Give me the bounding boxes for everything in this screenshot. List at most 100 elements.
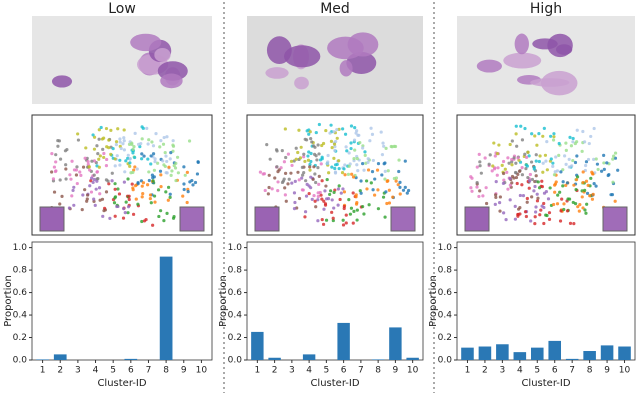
embedding-dot — [516, 172, 520, 177]
bar — [159, 256, 173, 360]
embedding-dot — [104, 126, 109, 131]
embedding-dot — [114, 140, 119, 144]
embedding-dot — [92, 197, 96, 201]
embedding-dot — [602, 153, 606, 157]
embedding-dot — [130, 142, 134, 147]
embedding-dot — [101, 214, 105, 218]
embedding-dot — [258, 170, 262, 174]
embedding-dot — [545, 140, 549, 144]
embedding-dot — [163, 151, 167, 155]
y-axis-label: Proportion — [428, 275, 439, 327]
embedding-dot — [320, 143, 324, 148]
embedding-dot — [133, 155, 137, 160]
embedding-dot — [508, 142, 512, 147]
embedding-dot — [349, 124, 354, 128]
embedding-dot — [157, 214, 161, 219]
embedding-dot — [548, 186, 552, 190]
embedding-dot — [81, 193, 85, 197]
embedding-dot — [164, 171, 168, 175]
embedding-dot — [313, 172, 317, 176]
embedding-dot — [612, 154, 616, 158]
embedding-dot — [304, 194, 309, 198]
embedding-dot — [121, 142, 125, 146]
embedding-dot — [122, 128, 126, 132]
embedding-dot — [107, 138, 111, 142]
embedding-dot — [280, 149, 284, 153]
embedding-dot — [191, 183, 195, 187]
embedding-dot — [508, 198, 512, 202]
embedding-dot — [568, 135, 572, 139]
embedding-dot — [161, 159, 165, 163]
embedding-dot — [169, 150, 173, 155]
embedding-dot — [562, 207, 566, 212]
patch-thumb — [254, 206, 280, 232]
embedding-dot — [337, 159, 341, 163]
embedding-dot — [537, 186, 542, 190]
embedding-dot — [494, 195, 498, 200]
embedding-dot — [379, 130, 383, 134]
embedding-dot — [316, 143, 320, 147]
embedding-dot — [331, 218, 335, 223]
embedding-dot — [366, 160, 370, 164]
embedding-dot — [349, 141, 353, 145]
embedding-dot — [541, 134, 545, 138]
embedding-dot — [280, 180, 285, 185]
embedding-dot — [478, 189, 482, 193]
embedding-dot — [319, 162, 323, 166]
embedding-dot — [141, 192, 145, 196]
embedding-dot — [133, 131, 137, 135]
embedding-dot — [338, 197, 342, 202]
embedding-dot — [335, 127, 339, 132]
tissue — [130, 33, 162, 52]
embedding-dot — [502, 211, 506, 215]
embedding-dot — [380, 173, 384, 177]
embedding-dot — [183, 173, 187, 177]
embedding-dot — [596, 167, 600, 172]
embedding-dot — [283, 171, 288, 175]
embedding-dot — [92, 177, 96, 182]
embedding-dot — [481, 194, 485, 198]
embedding-dot — [551, 138, 556, 142]
embedding-dot — [52, 165, 57, 169]
embedding-dot — [557, 141, 561, 146]
embedding-dot — [152, 194, 157, 198]
embedding-dot — [140, 125, 144, 129]
embedding-dot — [97, 157, 101, 161]
embedding-dot — [123, 170, 127, 174]
panel-title: Low — [108, 1, 136, 17]
embedding-dot — [526, 175, 530, 180]
bar — [513, 352, 527, 360]
embedding-dot — [506, 156, 510, 160]
embedding-dot — [383, 169, 387, 173]
embedding-dot — [584, 211, 588, 215]
bar — [530, 347, 544, 360]
embedding-dot — [174, 178, 178, 183]
embedding-dot — [320, 157, 324, 161]
embedding-dot — [300, 176, 304, 180]
embedding-dot — [587, 141, 591, 146]
x-tick-label: 6 — [128, 366, 134, 376]
x-tick-label: 1 — [254, 366, 260, 376]
embedding-dot — [301, 188, 305, 192]
embedding-dot — [171, 143, 175, 147]
embedding-dot — [92, 147, 97, 151]
embedding-dot — [525, 196, 529, 201]
embedding-dot — [91, 133, 95, 137]
embedding-dot — [76, 138, 81, 142]
embedding-dot — [328, 131, 332, 135]
embedding-dot — [562, 202, 566, 206]
embedding-dot — [385, 201, 389, 206]
embedding-dot — [140, 137, 144, 141]
y-tick-label: 1.0 — [13, 243, 28, 253]
embedding-dot — [389, 144, 393, 149]
patch-thumb — [179, 206, 205, 232]
embedding-dot — [523, 210, 528, 214]
embedding-dot — [119, 146, 123, 151]
embedding-dot — [58, 202, 62, 206]
embedding-dot — [554, 155, 558, 159]
embedding-dot — [314, 205, 318, 209]
embedding-dot — [283, 193, 287, 197]
embedding-dot — [50, 170, 54, 174]
embedding-dot — [181, 194, 185, 198]
embedding-dot — [591, 192, 595, 196]
